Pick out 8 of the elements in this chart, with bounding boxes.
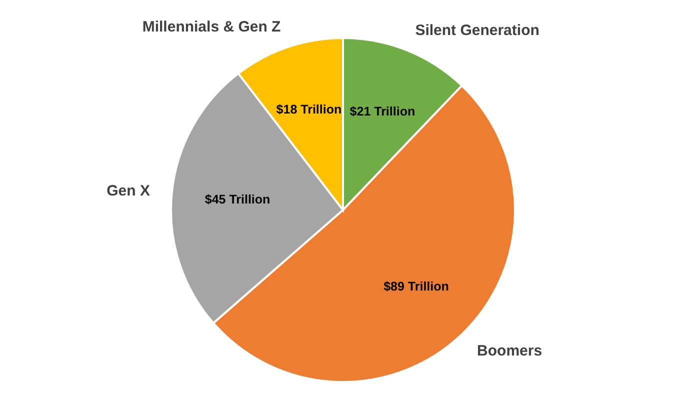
slice-label: Gen X	[106, 182, 150, 200]
data-label: $89 Trillion	[384, 280, 449, 294]
slice-label: Silent Generation	[415, 22, 540, 39]
data-label: $45 Trillion	[204, 192, 270, 206]
data-label: $21 Trillion	[350, 104, 416, 119]
slice-label: Millennials & Gen Z	[142, 18, 281, 36]
slice-label: Boomers	[477, 342, 542, 360]
data-label: $18 Trillion	[276, 102, 342, 117]
